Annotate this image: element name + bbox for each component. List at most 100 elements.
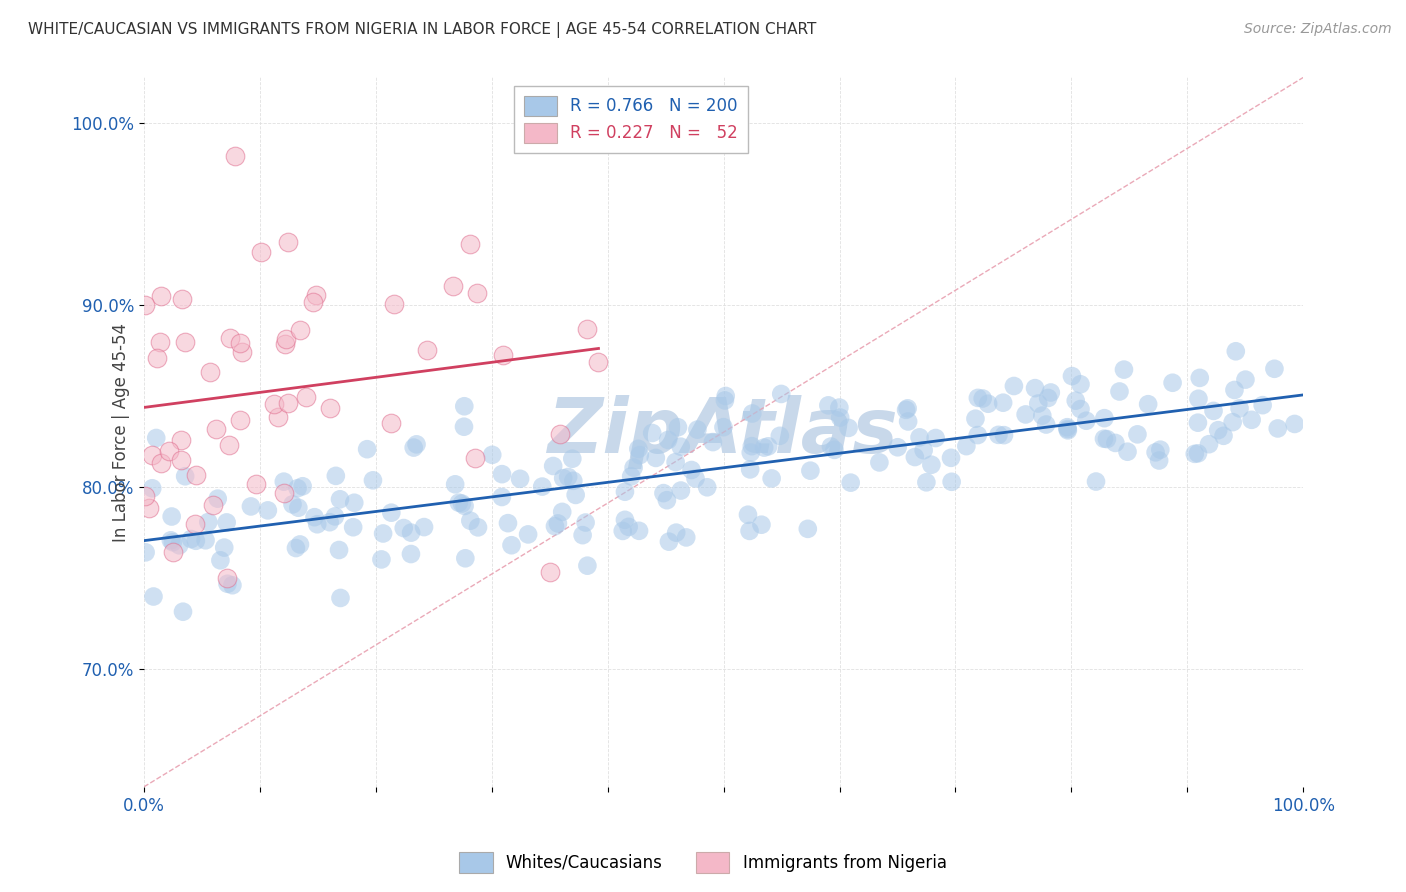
Whites/Caucasians	[361, 473, 384, 487]
Whites/Caucasians	[501, 538, 523, 552]
Whites/Caucasians	[939, 450, 962, 465]
Whites/Caucasians	[769, 429, 792, 443]
Whites/Caucasians	[1223, 383, 1246, 397]
Whites/Caucasians	[1126, 427, 1149, 442]
Whites/Caucasians	[215, 516, 238, 530]
Whites/Caucasians	[447, 496, 470, 510]
Whites/Caucasians	[553, 471, 575, 485]
Whites/Caucasians	[685, 471, 707, 485]
Whites/Caucasians	[399, 547, 422, 561]
Whites/Caucasians	[197, 515, 219, 529]
Whites/Caucasians	[1161, 376, 1184, 390]
Immigrants from Nigeria	[441, 279, 464, 293]
Whites/Caucasians	[1085, 475, 1108, 489]
Whites/Caucasians	[686, 423, 709, 437]
Whites/Caucasians	[194, 533, 217, 548]
Immigrants from Nigeria	[134, 489, 156, 503]
Whites/Caucasians	[714, 393, 737, 408]
Whites/Caucasians	[897, 401, 920, 416]
Whites/Caucasians	[1014, 408, 1036, 422]
Immigrants from Nigeria	[538, 565, 561, 579]
Whites/Caucasians	[1035, 417, 1057, 432]
Whites/Caucasians	[681, 463, 703, 477]
Legend: Whites/Caucasians, Immigrants from Nigeria: Whites/Caucasians, Immigrants from Niger…	[453, 846, 953, 880]
Whites/Caucasians	[1184, 447, 1206, 461]
Whites/Caucasians	[541, 458, 564, 473]
Whites/Caucasians	[1026, 396, 1049, 410]
Whites/Caucasians	[1036, 391, 1059, 405]
Whites/Caucasians	[1187, 446, 1209, 460]
Whites/Caucasians	[1144, 445, 1167, 459]
Whites/Caucasians	[669, 440, 692, 454]
Text: WHITE/CAUCASIAN VS IMMIGRANTS FROM NIGERIA IN LABOR FORCE | AGE 45-54 CORRELATIO: WHITE/CAUCASIAN VS IMMIGRANTS FROM NIGER…	[28, 22, 817, 38]
Immigrants from Nigeria	[204, 422, 226, 436]
Immigrants from Nigeria	[416, 343, 439, 357]
Whites/Caucasians	[562, 474, 585, 488]
Whites/Caucasians	[1137, 397, 1160, 411]
Whites/Caucasians	[665, 455, 688, 469]
Whites/Caucasians	[641, 425, 664, 440]
Immigrants from Nigeria	[458, 237, 481, 252]
Immigrants from Nigeria	[173, 334, 195, 349]
Whites/Caucasians	[1092, 432, 1115, 446]
Whites/Caucasians	[217, 576, 239, 591]
Whites/Caucasians	[623, 460, 645, 475]
Whites/Caucasians	[628, 448, 651, 462]
Whites/Caucasians	[714, 389, 737, 403]
Whites/Caucasians	[405, 437, 427, 451]
Whites/Caucasians	[868, 455, 890, 469]
Whites/Caucasians	[620, 469, 643, 483]
Whites/Caucasians	[1234, 373, 1257, 387]
Immigrants from Nigeria	[245, 477, 267, 491]
Whites/Caucasians	[561, 451, 583, 466]
Whites/Caucasians	[307, 517, 329, 532]
Whites/Caucasians	[287, 481, 309, 495]
Whites/Caucasians	[912, 443, 935, 458]
Whites/Caucasians	[1222, 415, 1244, 429]
Legend: R = 0.766   N = 200, R = 0.227   N =   52: R = 0.766 N = 200, R = 0.227 N = 52	[513, 86, 748, 153]
Whites/Caucasians	[1076, 414, 1098, 428]
Immigrants from Nigeria	[184, 516, 207, 531]
Whites/Caucasians	[1108, 384, 1130, 399]
Whites/Caucasians	[380, 506, 402, 520]
Whites/Caucasians	[460, 514, 482, 528]
Immigrants from Nigeria	[302, 294, 325, 309]
Whites/Caucasians	[212, 541, 235, 555]
Whites/Caucasians	[737, 508, 759, 522]
Immigrants from Nigeria	[229, 336, 252, 351]
Whites/Caucasians	[1031, 409, 1053, 423]
Immigrants from Nigeria	[277, 396, 299, 410]
Immigrants from Nigeria	[464, 450, 486, 465]
Whites/Caucasians	[770, 387, 793, 401]
Whites/Caucasians	[1057, 423, 1080, 437]
Whites/Caucasians	[658, 534, 681, 549]
Whites/Caucasians	[839, 475, 862, 490]
Immigrants from Nigeria	[149, 289, 172, 303]
Whites/Caucasians	[172, 605, 194, 619]
Immigrants from Nigeria	[201, 498, 224, 512]
Whites/Caucasians	[797, 522, 820, 536]
Whites/Caucasians	[977, 397, 1000, 411]
Text: ZipAtlas: ZipAtlas	[548, 395, 898, 469]
Whites/Caucasians	[993, 428, 1015, 442]
Whites/Caucasians	[370, 552, 392, 566]
Whites/Caucasians	[453, 399, 475, 413]
Whites/Caucasians	[184, 533, 207, 548]
Whites/Caucasians	[838, 421, 860, 435]
Whites/Caucasians	[1002, 379, 1025, 393]
Whites/Caucasians	[135, 545, 157, 559]
Whites/Caucasians	[509, 472, 531, 486]
Immigrants from Nigeria	[250, 244, 273, 259]
Immigrants from Nigeria	[219, 331, 242, 345]
Whites/Caucasians	[820, 440, 842, 454]
Whites/Caucasians	[657, 433, 679, 447]
Whites/Caucasians	[273, 475, 295, 489]
Immigrants from Nigeria	[229, 413, 252, 427]
Immigrants from Nigeria	[162, 544, 184, 558]
Whites/Caucasians	[174, 469, 197, 483]
Whites/Caucasians	[329, 591, 352, 605]
Whites/Caucasians	[318, 515, 340, 529]
Whites/Caucasians	[551, 505, 574, 519]
Whites/Caucasians	[799, 464, 821, 478]
Whites/Caucasians	[531, 480, 554, 494]
